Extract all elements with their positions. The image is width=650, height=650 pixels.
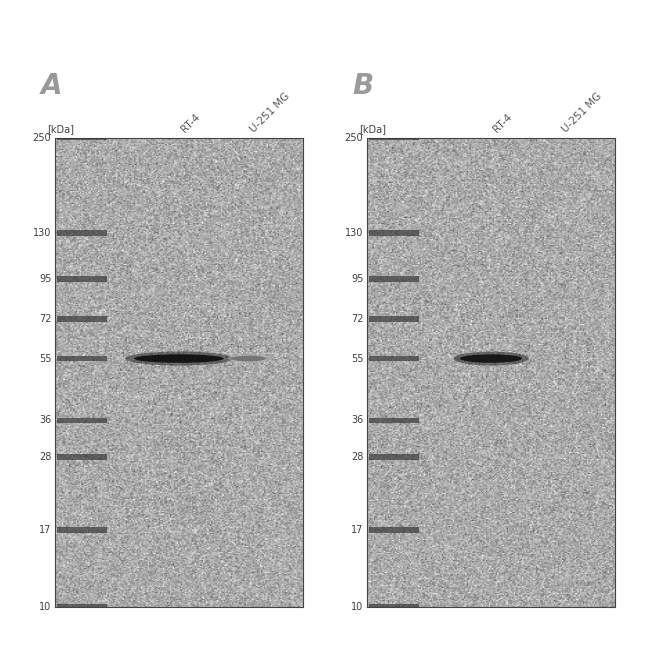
- Text: 95: 95: [39, 274, 51, 284]
- Text: 130: 130: [345, 228, 363, 238]
- Ellipse shape: [231, 356, 266, 361]
- Text: [kDa]: [kDa]: [359, 124, 386, 135]
- Text: 36: 36: [39, 415, 51, 425]
- Bar: [369, 454, 419, 460]
- Bar: [369, 135, 419, 140]
- Ellipse shape: [134, 354, 224, 363]
- Bar: [369, 276, 419, 281]
- Text: 55: 55: [351, 354, 363, 363]
- Bar: [369, 317, 419, 322]
- Bar: [369, 527, 419, 532]
- Text: 250: 250: [32, 133, 51, 142]
- Text: [kDa]: [kDa]: [47, 124, 74, 135]
- Bar: [57, 454, 107, 460]
- Ellipse shape: [454, 352, 528, 365]
- Bar: [369, 356, 419, 361]
- Text: 130: 130: [33, 228, 51, 238]
- Text: 28: 28: [39, 452, 51, 462]
- Ellipse shape: [227, 354, 270, 363]
- Text: 10: 10: [39, 603, 51, 612]
- Text: U-251 MG: U-251 MG: [561, 91, 604, 135]
- Text: A: A: [40, 72, 62, 99]
- Text: 95: 95: [351, 274, 363, 284]
- Text: 72: 72: [39, 314, 51, 324]
- Text: B: B: [352, 72, 373, 99]
- Text: 250: 250: [344, 133, 363, 142]
- Text: 36: 36: [351, 415, 363, 425]
- Bar: [369, 417, 419, 423]
- Bar: [369, 230, 419, 236]
- Bar: [369, 604, 419, 610]
- Text: 72: 72: [351, 314, 363, 324]
- Bar: [57, 527, 107, 532]
- Text: RT-4: RT-4: [491, 112, 514, 135]
- Text: 10: 10: [351, 603, 363, 612]
- Bar: [57, 604, 107, 610]
- Bar: [57, 135, 107, 140]
- Bar: [57, 317, 107, 322]
- Ellipse shape: [125, 352, 233, 365]
- Bar: [57, 356, 107, 361]
- Text: 28: 28: [351, 452, 363, 462]
- Ellipse shape: [460, 354, 522, 363]
- Text: RT-4: RT-4: [179, 112, 202, 135]
- Text: 17: 17: [351, 525, 363, 535]
- Text: 17: 17: [39, 525, 51, 535]
- Text: 55: 55: [39, 354, 51, 363]
- Text: U-251 MG: U-251 MG: [249, 91, 292, 135]
- Bar: [57, 230, 107, 236]
- Bar: [57, 276, 107, 281]
- Bar: [57, 417, 107, 423]
